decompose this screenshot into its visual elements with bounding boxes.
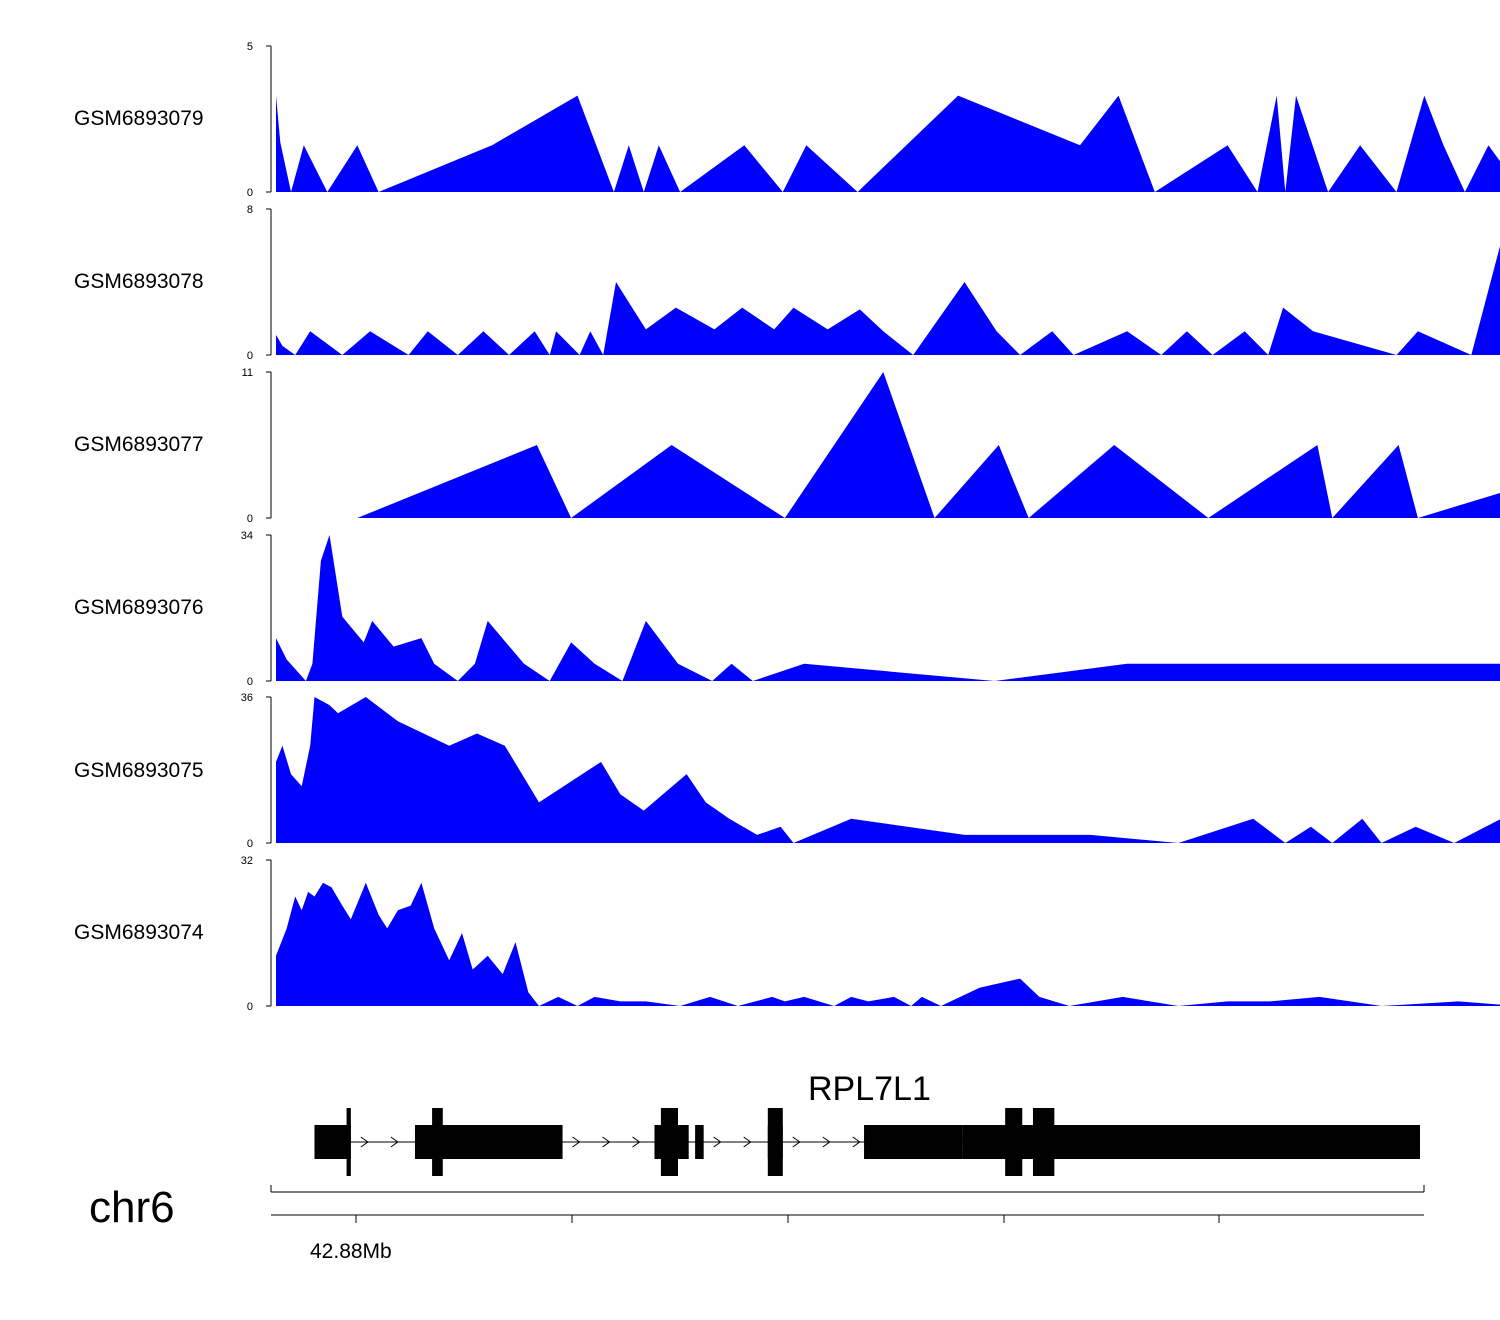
y-tick-label-min: 0 [247,676,253,688]
track-label-GSM6893079: GSM6893079 [74,107,204,130]
coverage-area-GSM6893074 [276,882,1500,1006]
coverage-area-GSM6893078 [276,246,1500,355]
track-label-GSM6893078: GSM6893078 [74,270,204,293]
exon-cds-mark [346,1108,351,1176]
y-tick-label-min: 0 [247,1001,253,1013]
y-tick-label-min: 0 [247,513,253,525]
y-tick-label-min: 0 [247,350,253,362]
track-GSM6893079: 05 [247,41,1500,199]
intron-arrow [713,1136,722,1148]
y-tick-label-max: 11 [242,367,253,379]
intron-arrow [632,1136,641,1148]
track-GSM6893077: 0 11 [242,367,1500,525]
intron-arrow [792,1136,801,1148]
track-label-GSM6893077: GSM6893077 [74,433,204,456]
gene-model [314,1108,1420,1176]
y-tick-label-max: 36 [241,692,253,704]
track-GSM6893074: 0 32 [241,855,1500,1013]
exon-cds-mark [767,1108,783,1176]
track-GSM6893078: 08 [247,204,1500,362]
track-GSM6893075: 0 36 [241,692,1500,850]
exon-cds-mark [660,1108,679,1176]
chromosome-label: chr6 [89,1183,175,1232]
intron-arrow [360,1136,369,1148]
intron-arrow [822,1136,831,1148]
intron-arrow [852,1136,861,1148]
axis-tick-label: 42.88Mb [310,1240,392,1263]
exon-cds-mark [432,1108,443,1176]
exon-cds-mark [1032,1108,1055,1176]
intron-arrow [602,1136,611,1148]
y-tick-label-max: 5 [247,41,253,53]
track-label-GSM6893074: GSM6893074 [74,921,204,944]
track-label-GSM6893076: GSM6893076 [74,596,204,619]
exon-block [695,1125,704,1159]
exon-block [962,1125,1420,1159]
y-tick-label-max: 34 [241,530,253,542]
y-tick-label-max: 32 [241,855,253,867]
y-tick-label-min: 0 [247,838,253,850]
coverage-area-GSM6893075 [276,697,1500,843]
coverage-area-GSM6893077 [357,372,1500,518]
intron-arrow [743,1136,752,1148]
y-tick-label-min: 0 [247,187,253,199]
exon-block [314,1125,351,1159]
track-label-GSM6893075: GSM6893075 [74,759,204,782]
track-GSM6893076: 0 34 [241,530,1500,688]
exon-block [864,1125,963,1159]
coverage-area-GSM6893079 [276,95,1500,192]
y-tick-label-max: 8 [247,204,253,216]
genome-axis [270,1185,1425,1223]
intron-arrow [572,1136,581,1148]
exon-cds-mark [1005,1108,1023,1176]
gene-name-label: RPL7L1 [808,1070,931,1108]
intron-arrow [390,1136,399,1148]
coverage-area-GSM6893076 [276,535,1500,681]
